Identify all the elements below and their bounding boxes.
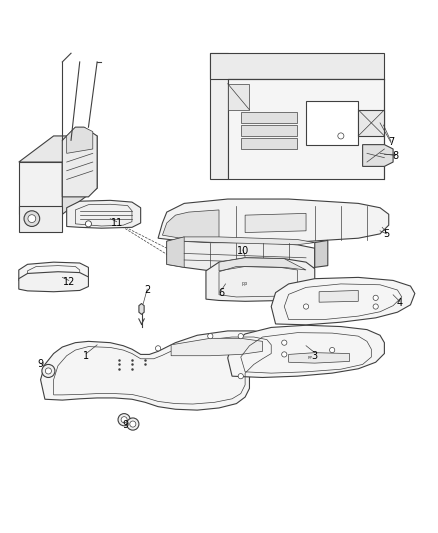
Circle shape (329, 348, 335, 353)
Polygon shape (167, 237, 184, 268)
Circle shape (127, 418, 139, 430)
Text: 1: 1 (83, 351, 89, 361)
Polygon shape (228, 84, 250, 110)
Text: 12: 12 (63, 277, 75, 287)
Circle shape (85, 221, 92, 227)
Polygon shape (162, 210, 219, 241)
Text: 8: 8 (392, 150, 398, 160)
Polygon shape (67, 200, 141, 228)
Polygon shape (62, 127, 97, 197)
Polygon shape (241, 125, 297, 136)
Polygon shape (19, 162, 62, 214)
Text: 7: 7 (388, 138, 394, 148)
Circle shape (282, 340, 287, 345)
Polygon shape (306, 101, 358, 144)
Circle shape (155, 346, 161, 351)
Polygon shape (41, 331, 284, 410)
Circle shape (282, 352, 287, 357)
Circle shape (304, 304, 309, 309)
Circle shape (24, 211, 40, 227)
Text: 5: 5 (383, 229, 390, 239)
Text: 10: 10 (237, 246, 249, 256)
Polygon shape (139, 303, 144, 314)
Polygon shape (210, 53, 228, 180)
Polygon shape (289, 353, 350, 363)
Polygon shape (228, 79, 385, 180)
Circle shape (238, 374, 244, 379)
Text: 11: 11 (111, 218, 123, 228)
Polygon shape (241, 138, 297, 149)
Circle shape (238, 334, 244, 339)
Polygon shape (171, 338, 262, 356)
Circle shape (46, 368, 51, 374)
Polygon shape (62, 136, 97, 214)
Circle shape (338, 133, 344, 139)
Polygon shape (206, 258, 315, 301)
Circle shape (208, 334, 213, 339)
Circle shape (28, 215, 36, 223)
Polygon shape (19, 136, 97, 162)
Text: PP: PP (308, 356, 313, 360)
Polygon shape (228, 325, 385, 377)
Polygon shape (319, 290, 358, 302)
Text: 9: 9 (38, 359, 44, 369)
Polygon shape (271, 277, 415, 325)
Circle shape (121, 417, 127, 423)
Text: 9: 9 (122, 421, 128, 430)
Circle shape (373, 304, 378, 309)
Text: 2: 2 (144, 286, 150, 295)
Circle shape (42, 365, 55, 377)
Circle shape (373, 295, 378, 301)
Text: 6: 6 (218, 288, 224, 297)
Polygon shape (358, 110, 385, 136)
Polygon shape (315, 240, 328, 268)
Text: pp: pp (242, 280, 248, 286)
Polygon shape (210, 53, 385, 79)
Polygon shape (19, 206, 62, 232)
Polygon shape (167, 237, 315, 245)
Polygon shape (19, 272, 88, 292)
Polygon shape (158, 199, 389, 243)
Polygon shape (67, 127, 93, 154)
Polygon shape (19, 262, 88, 283)
Circle shape (118, 414, 130, 426)
Polygon shape (363, 144, 393, 166)
Polygon shape (245, 213, 306, 232)
Text: PP: PP (338, 294, 344, 300)
Text: 3: 3 (312, 351, 318, 361)
Polygon shape (167, 241, 315, 272)
Polygon shape (241, 112, 297, 123)
Polygon shape (219, 258, 306, 271)
Circle shape (130, 421, 136, 427)
Text: 4: 4 (396, 298, 403, 309)
